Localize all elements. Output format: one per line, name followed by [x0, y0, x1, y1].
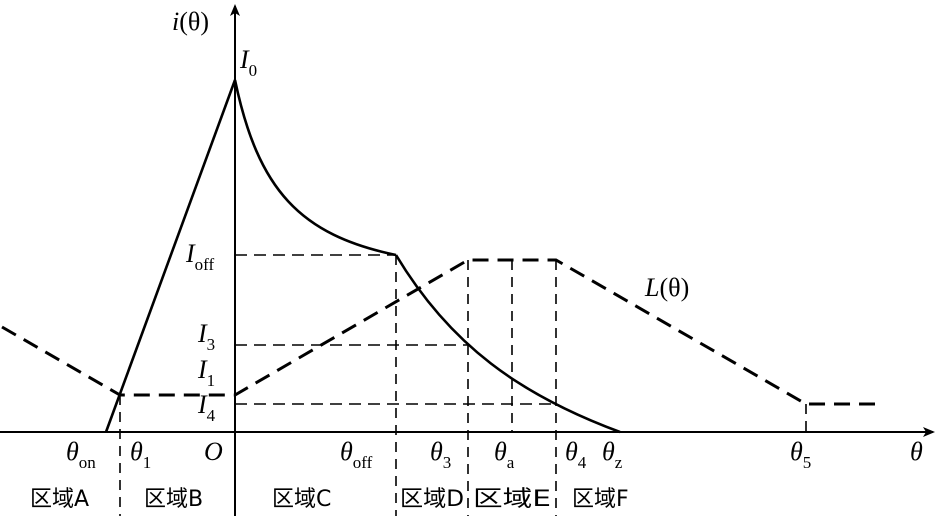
current-tail — [394, 254, 621, 434]
current-rise — [104, 79, 237, 433]
label-theta-5: θ5 — [790, 437, 811, 472]
label-theta-off: θoff — [340, 437, 373, 472]
current-waveform — [104, 79, 621, 434]
x-axis-title: θ — [910, 437, 923, 466]
label-i4: I4 — [197, 390, 216, 425]
label-inductance: L(θ) — [644, 273, 689, 302]
region-d: 区域D — [400, 487, 464, 512]
origin-label: O — [204, 437, 223, 466]
region-e: 区域E — [473, 487, 551, 512]
label-i1: I1 — [197, 355, 215, 390]
region-a: 区域A — [30, 487, 89, 512]
label-ioff: Ioff — [185, 239, 215, 274]
region-b: 区域B — [144, 487, 203, 512]
label-theta-1: θ1 — [130, 437, 151, 472]
label-theta-4: θ4 — [565, 437, 587, 472]
label-theta-a: θa — [494, 437, 515, 472]
region-c: 区域C — [272, 487, 331, 512]
inductance-profile — [1, 258, 875, 406]
region-labels: 区域A 区域B 区域C 区域D 区域E 区域F — [30, 487, 629, 512]
label-theta-3: θ3 — [430, 437, 451, 472]
label-i0: I0 — [239, 45, 257, 80]
angle-reference-lines — [119, 255, 807, 516]
label-i3: I3 — [197, 319, 215, 354]
label-theta-z: θz — [602, 437, 623, 472]
y-axis-title: i(θ) — [172, 7, 209, 36]
label-theta-on: θon — [66, 437, 96, 472]
current-reference-lines — [235, 254, 556, 405]
current-decay — [233, 79, 397, 257]
region-f: 区域F — [572, 487, 629, 512]
